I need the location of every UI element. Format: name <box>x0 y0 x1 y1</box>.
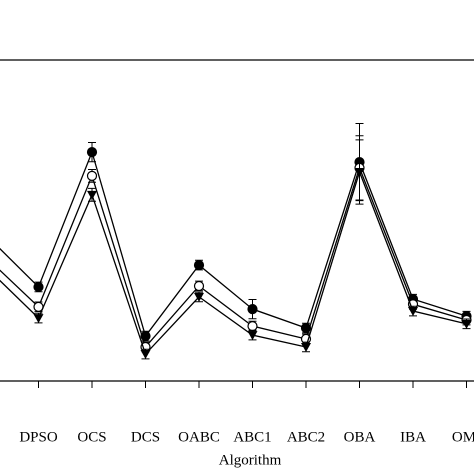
marker <box>247 321 258 332</box>
marker <box>86 170 98 181</box>
x-tick-label: OABC <box>178 429 220 445</box>
series-line <box>0 150 467 338</box>
marker <box>461 319 472 329</box>
marker <box>193 260 205 271</box>
marker <box>33 314 44 324</box>
series-line <box>0 170 467 356</box>
x-tick-label: IBA <box>400 429 426 445</box>
marker <box>87 190 97 200</box>
marker <box>247 331 258 341</box>
marker <box>194 292 204 302</box>
marker <box>301 342 311 352</box>
marker <box>354 168 365 178</box>
marker <box>193 280 205 292</box>
marker <box>247 303 258 315</box>
marker <box>140 350 151 360</box>
x-tick-label: OBA <box>344 429 376 445</box>
marker <box>408 307 418 317</box>
series-line <box>0 165 467 349</box>
x-tick-label: OMI <box>452 429 474 445</box>
x-tick-label: ABC2 <box>287 429 325 445</box>
x-axis-label: Algorithm <box>219 452 282 468</box>
x-tick-label: DPSO <box>19 429 58 445</box>
marker <box>86 147 98 158</box>
marker <box>33 281 44 293</box>
x-tick-label: ABC1 <box>233 429 271 445</box>
x-tick-label: DCS <box>131 429 160 445</box>
x-tick-label: OCS <box>77 429 106 445</box>
